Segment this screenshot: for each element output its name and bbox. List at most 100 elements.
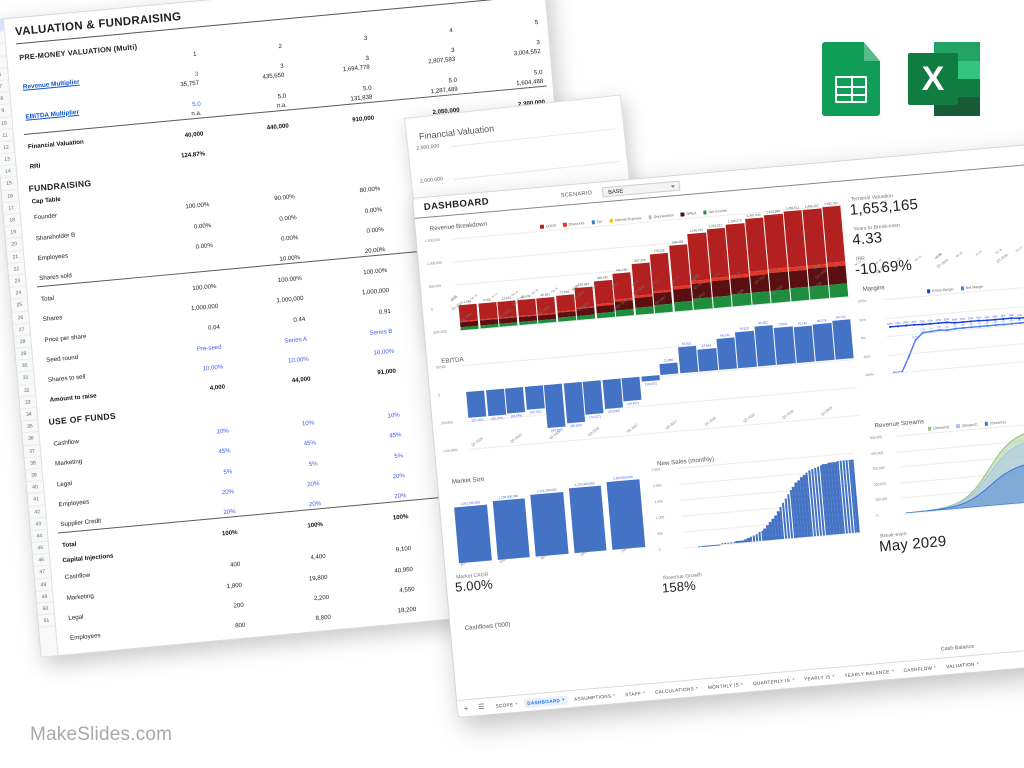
y-tick: 1,000 — [655, 515, 665, 520]
sheet-tab-quarterly-is[interactable]: QUARTERLY IS — [750, 675, 798, 688]
chevron-down-icon[interactable] — [976, 662, 979, 665]
bar-fill — [793, 325, 815, 363]
data-point — [921, 323, 924, 326]
bar-fill — [485, 388, 507, 417]
legend-item: (Stream1) — [984, 420, 1006, 426]
chart-new-sales: 2,500 2,000 1,500 1,000 500 0 — [651, 452, 863, 552]
sheet-tab-calculations[interactable]: CALCULATIONS — [652, 683, 702, 696]
bar-label: (54,446) — [510, 413, 523, 419]
legend-label: Tax — [596, 219, 603, 224]
cell[interactable]: 44,000 — [251, 642, 338, 658]
chevron-down-icon[interactable] — [832, 675, 835, 678]
bar-label: (49,447) — [627, 400, 639, 406]
data-point — [945, 321, 948, 324]
data-point — [938, 328, 941, 332]
bar[interactable]: 1,141,500,000 — [530, 488, 569, 557]
microsoft-excel-icon[interactable]: X — [908, 42, 980, 116]
bar-label: 84,762 — [836, 314, 846, 320]
chevron-down-icon[interactable] — [562, 698, 565, 701]
data-label: 23% — [944, 317, 950, 321]
bar-fill — [659, 362, 679, 375]
chevron-down-icon[interactable] — [515, 702, 518, 705]
chevron-down-icon[interactable] — [934, 666, 937, 669]
chevron-down-icon[interactable] — [613, 694, 616, 697]
data-label: 17% — [1016, 313, 1022, 317]
data-point — [913, 323, 916, 326]
sheet-tab-label: DASHBOARD — [527, 697, 561, 706]
bar-label: 23,866 — [663, 357, 674, 363]
data-label: 23% — [935, 318, 941, 322]
bar-fill — [716, 337, 738, 370]
legend-item: Tax — [591, 220, 602, 225]
legend-item: Net Income — [703, 209, 727, 215]
sheet-tab-assumptions[interactable]: ASSUMPTIONS — [571, 690, 619, 703]
row-label: Cashflow — [53, 438, 80, 448]
bar-fill — [582, 380, 604, 415]
data-point — [888, 325, 892, 329]
chevron-down-icon[interactable] — [642, 691, 646, 694]
legend-label: Gross Margin — [931, 287, 954, 294]
line-series — [889, 315, 1024, 328]
bar-label: (57,197) — [471, 417, 484, 423]
y-tick: (50,000) — [440, 420, 454, 426]
ebitda-multiplier-link[interactable]: EBITDA Multiplier — [25, 108, 80, 121]
cell[interactable]: 91,000 — [400, 646, 421, 656]
sheet-tab-cashflow[interactable]: CASHFLOW — [900, 662, 939, 674]
sheet-tab-yearly-is[interactable]: YEARLY IS — [801, 671, 838, 683]
data-point — [954, 327, 957, 330]
scenario-dropdown[interactable]: BASE — [601, 180, 681, 197]
dashboard-right-column: Terminal Valuation 1,653,165 Years to Br… — [450, 170, 1024, 661]
data-label: 23% — [919, 319, 925, 323]
bar-label: 85,962 — [758, 320, 769, 326]
rri-label: RRI — [29, 162, 41, 171]
sheet-tab-staff[interactable]: STAFF — [622, 688, 649, 699]
data-label: 4% — [1001, 319, 1006, 323]
chevron-down-icon[interactable] — [792, 678, 795, 681]
legend-item: Net Margin — [960, 285, 984, 291]
row-label: Employees — [37, 252, 69, 263]
sheet-tab-yearly-balance[interactable]: YEARLY BALANCE — [841, 666, 897, 680]
data-point — [953, 321, 956, 324]
cell[interactable]: 4,000 — [165, 650, 252, 658]
sheet-tab-monthly-is[interactable]: MONTHLY IS — [705, 679, 747, 692]
chevron-down-icon[interactable] — [740, 683, 744, 686]
add-sheet-icon[interactable]: + — [463, 703, 469, 713]
data-point — [1002, 317, 1005, 320]
chart-ebitda: 50,000 0 (50,000) (100,000) (57,197) (56,374)… — [436, 314, 862, 453]
bar-fill — [621, 376, 642, 402]
data-label: 20% — [968, 316, 974, 320]
chevron-down-icon[interactable] — [695, 686, 699, 690]
sheet-tab-valuation[interactable]: VALUATION — [943, 659, 982, 671]
revenue-multiplier-link[interactable]: Revenue Multiplier — [22, 78, 80, 92]
chevron-down-icon[interactable] — [891, 669, 894, 672]
bar-label: 1,141,500,000 — [536, 487, 557, 494]
google-sheets-icon[interactable] — [822, 42, 880, 116]
row-label: Shareholder B — [35, 231, 76, 242]
dashboard-window[interactable]: DASHBOARD SCENARIO BASE Revenue Breakdow… — [412, 142, 1024, 719]
row-label: Total — [61, 541, 77, 550]
bar-label: 80,276 — [816, 318, 827, 323]
row-label: Marketing — [66, 592, 95, 602]
data-point — [930, 330, 933, 333]
data-point — [994, 324, 997, 327]
line-series — [893, 319, 1024, 374]
all-sheets-icon[interactable]: ☰ — [478, 703, 485, 712]
y-tick: 0 — [438, 393, 441, 398]
data-label: 24% — [887, 321, 893, 325]
y-tick: (500,000) — [432, 329, 448, 335]
row-label: Shares sold — [38, 272, 73, 283]
legend-item: OPEX — [680, 211, 697, 217]
dashboard-title: DASHBOARD — [423, 196, 490, 213]
financial-valuation-label: Financial Valuation — [27, 138, 85, 151]
data-point — [914, 338, 917, 342]
sheet-tab-dashboard[interactable]: DASHBOARD — [523, 694, 568, 708]
row-label: Amount to raise — [49, 392, 97, 404]
area-series — [905, 459, 1024, 514]
legend-label: OPEX — [686, 211, 697, 217]
data-point — [970, 326, 973, 329]
row-number[interactable]: 51 — [38, 614, 56, 629]
bar-fill — [504, 386, 526, 414]
sheet-tab-scope[interactable]: SCOPE — [492, 699, 521, 710]
data-label: 4% — [985, 320, 990, 324]
sheet-tab-label: QUARTERLY IS — [752, 677, 791, 686]
